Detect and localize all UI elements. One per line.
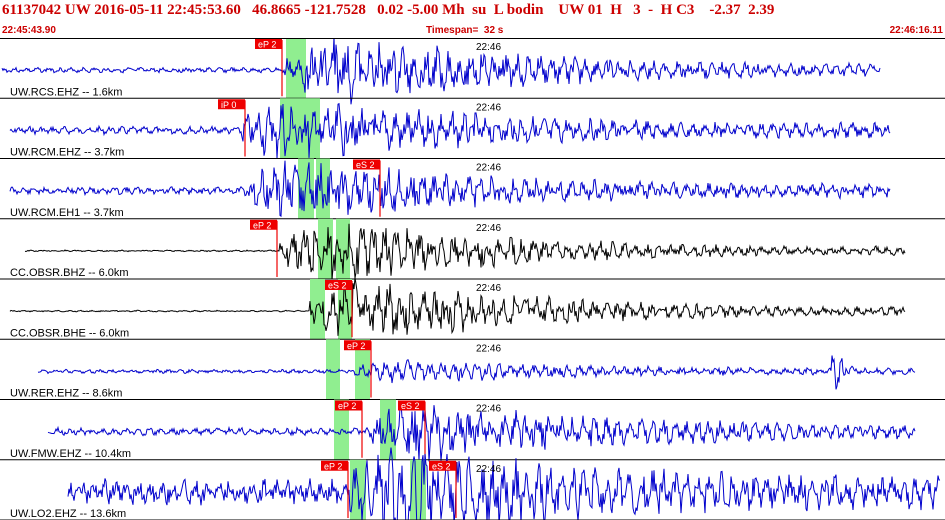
pick-label-box[interactable] — [218, 99, 245, 110]
waveform-trace — [9, 102, 891, 159]
time-mark-label: 22:46 — [476, 102, 501, 113]
pick-label-box[interactable] — [250, 219, 277, 230]
waveform-trace — [67, 447, 941, 520]
waveform-trace — [9, 160, 891, 217]
pick-label-box[interactable] — [325, 280, 352, 290]
pick-window-band — [338, 279, 352, 340]
time-mark-label: 22:46 — [476, 283, 501, 294]
time-mark-label: 22:46 — [476, 464, 501, 475]
station-label: CC.OBSR.BHE -- 6.0km — [10, 327, 129, 339]
pick-label: eS 2 — [401, 401, 420, 411]
time-mark-label: 22:46 — [476, 42, 501, 53]
pick-window-band — [298, 158, 314, 219]
trace-panel[interactable]: 22:46 eS 2 UW.RCM.EH1 -- 3.7km — [0, 158, 945, 220]
trace-panel[interactable]: 22:46 iP 0 UW.RCM.EHZ -- 3.7km — [0, 98, 945, 159]
station-label: UW.FMW.EHZ -- 10.4km — [10, 448, 131, 460]
pick-window-band — [326, 339, 340, 400]
end-time: 22:46:16.11 — [889, 25, 943, 36]
pick-window-band — [310, 279, 325, 340]
trace-panel[interactable]: 22:46 eP 2 eS 2 UW.FMW.EHZ -- 10.4km — [0, 399, 945, 462]
pick-label: iP 0 — [221, 100, 236, 110]
event-summary-line: 61137042 UW 2016-05-11 22:45:53.60 46.86… — [2, 2, 775, 18]
trace-panel[interactable]: 22:46 eP 2 eS 2 UW.LO2.EHZ -- 13.6km — [0, 447, 945, 520]
time-mark-label: 22:46 — [476, 343, 501, 354]
timespan-label: Timespan= 32 s — [426, 25, 504, 36]
pick-label: eP 2 — [347, 341, 365, 351]
pick-label-box[interactable] — [344, 340, 371, 351]
trace-panel[interactable]: 22:46 eS 2 CC.OBSR.BHE -- 6.0km — [0, 277, 945, 340]
station-label: UW.RCS.EHZ -- 1.6km — [10, 86, 122, 98]
pick-label-box[interactable] — [321, 460, 348, 471]
pick-window-band — [355, 339, 370, 400]
pick-label-box[interactable] — [429, 460, 456, 471]
pick-label: eP 2 — [324, 461, 342, 471]
seismogram-panel[interactable]: 22:46 eP 2 UW.RCS.EHZ -- 1.6km 22:46 iP 0 UW.… — [0, 38, 945, 520]
pick-label-box[interactable] — [335, 400, 362, 411]
pick-window-band — [336, 218, 350, 279]
time-mark-label: 22:46 — [476, 163, 501, 174]
event-header: 61137042 UW 2016-05-11 22:45:53.60 46.86… — [0, 0, 945, 38]
waveform-trace — [9, 277, 906, 336]
station-label: UW.LO2.EHZ -- 13.6km — [10, 508, 126, 520]
start-time: 22:45:43.90 — [2, 25, 56, 36]
pick-label-box[interactable] — [398, 400, 425, 411]
station-label: CC.OBSR.BHZ -- 6.0km — [10, 267, 129, 279]
station-label: UW.RCM.EHZ -- 3.7km — [10, 147, 124, 159]
waveform-trace — [37, 355, 916, 390]
pick-label: eS 2 — [328, 281, 347, 291]
trace-panel[interactable]: 22:46 eP 2 CC.OBSR.BHZ -- 6.0km — [0, 218, 945, 280]
time-mark-label: 22:46 — [476, 404, 501, 415]
pick-label-box[interactable] — [255, 39, 282, 49]
pick-label: eS 2 — [432, 461, 451, 471]
waveform-trace — [47, 401, 916, 462]
station-label: UW.RCM.EH1 -- 3.7km — [10, 207, 124, 219]
pick-label: eP 2 — [338, 401, 356, 411]
pick-label: eP 2 — [253, 220, 271, 230]
pick-window-band — [300, 98, 320, 159]
waveform-trace — [1, 38, 881, 105]
waveform-trace — [24, 223, 906, 280]
station-label: UW.RER.EHZ -- 8.6km — [10, 388, 122, 400]
pick-label: eS 2 — [356, 160, 375, 170]
trace-panel[interactable]: 22:46 eP 2 UW.RER.EHZ -- 8.6km — [0, 339, 945, 400]
trace-panel[interactable]: 22:46 eP 2 UW.RCS.EHZ -- 1.6km — [0, 38, 945, 105]
pick-window-band — [380, 399, 396, 460]
pick-label-box[interactable] — [353, 159, 380, 170]
pick-label: eP 2 — [258, 40, 276, 50]
time-mark-label: 22:46 — [476, 223, 501, 234]
